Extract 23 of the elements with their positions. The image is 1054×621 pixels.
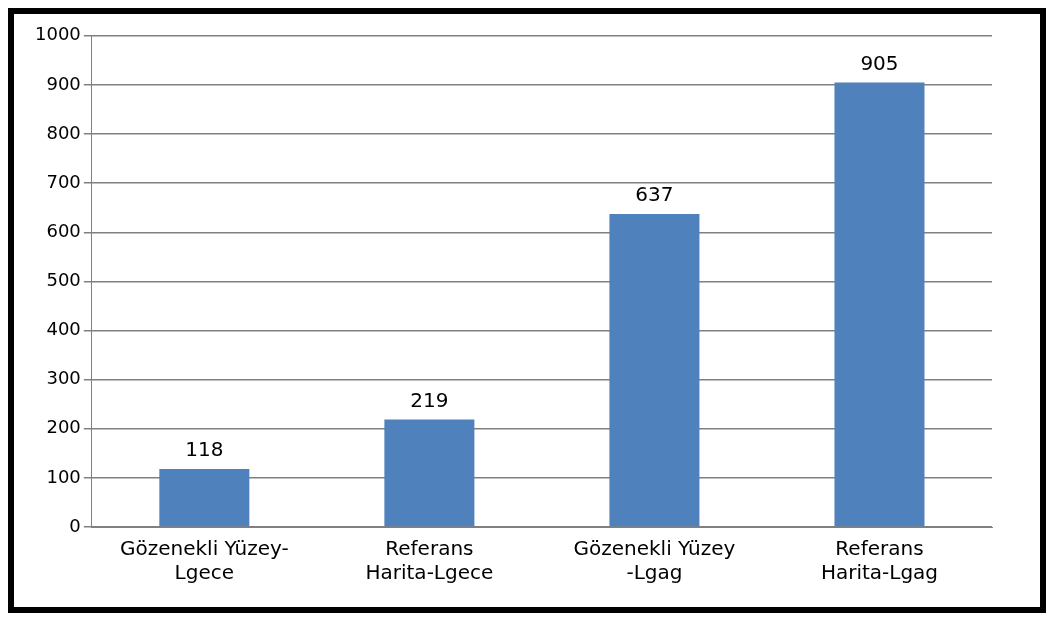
bar: [159, 469, 250, 527]
x-tick-label: Referans Harita-Lgece: [365, 536, 494, 585]
y-tick-label: 300: [46, 367, 81, 389]
y-tick-label: 200: [46, 416, 81, 438]
y-tick-label: 1000: [35, 23, 81, 45]
data-label: 905: [860, 50, 899, 75]
x-tick-label: Referans Harita-Lgag: [820, 536, 939, 585]
data-label: 118: [185, 437, 224, 462]
data-label: 637: [635, 182, 674, 207]
y-tick-label: 600: [46, 219, 81, 241]
bar: [384, 419, 475, 527]
x-tick-label: Gözenekli Yüzey -Lgag: [573, 536, 736, 585]
y-tick-label: 400: [46, 318, 81, 340]
y-tick-label: 0: [69, 514, 81, 536]
y-tick-label: 100: [46, 465, 81, 487]
x-tick-label: Gözenekli Yüzey- Lgece: [120, 536, 289, 585]
y-tick-label: 700: [46, 170, 81, 192]
data-label: 219: [410, 387, 449, 412]
y-tick-label: 500: [46, 269, 81, 291]
y-tick-label: 800: [46, 121, 81, 143]
bar: [609, 214, 700, 527]
y-tick-label: 900: [46, 72, 81, 94]
bar: [834, 82, 925, 527]
